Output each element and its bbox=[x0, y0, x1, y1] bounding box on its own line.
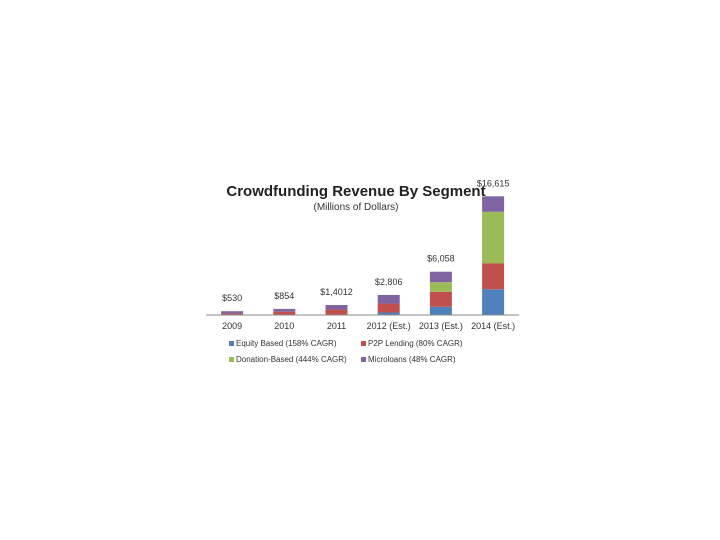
chart-subtitle: (Millions of Dollars) bbox=[313, 202, 398, 213]
legend-swatch bbox=[361, 341, 366, 346]
legend-label: P2P Lending (80% CAGR) bbox=[368, 339, 463, 348]
legend-label: Equity Based (158% CAGR) bbox=[236, 339, 337, 348]
bar-segment-5-3 bbox=[482, 196, 505, 212]
chart-title: Crowdfunding Revenue By Segment bbox=[226, 183, 485, 200]
bar-segment-4-1 bbox=[429, 291, 452, 307]
legend-swatch bbox=[229, 357, 234, 362]
bar-segment-5-2 bbox=[482, 211, 505, 264]
bar-segment-1-1 bbox=[273, 311, 296, 315]
bar-segment-5-1 bbox=[482, 263, 505, 290]
x-tick-label: 2012 (Est.) bbox=[367, 321, 411, 331]
bar-segment-2-3 bbox=[325, 305, 348, 310]
x-tick-label: 2011 bbox=[327, 321, 346, 331]
bar-segment-0-1 bbox=[221, 313, 244, 315]
total-label: $854 bbox=[274, 291, 294, 301]
total-labels: $530 $854 $1,4012 $2,806 $6,058 $16,615 bbox=[222, 178, 509, 303]
x-tick-label: 2010 bbox=[274, 321, 294, 331]
x-tick-label: 2013 (Est.) bbox=[419, 321, 463, 331]
total-label: $530 bbox=[222, 293, 242, 303]
bar-segment-0-3 bbox=[221, 311, 244, 314]
legend-label: Microloans (48% CAGR) bbox=[368, 355, 456, 364]
bar-segment-4-2 bbox=[429, 282, 452, 292]
total-label: $16,615 bbox=[477, 178, 510, 188]
x-tick-label: 2014 (Est.) bbox=[471, 321, 515, 331]
bars-group bbox=[221, 196, 505, 315]
bar-segment-4-0 bbox=[429, 306, 452, 315]
bar-segment-3-0 bbox=[377, 312, 400, 315]
bar-segment-3-1 bbox=[377, 303, 400, 313]
total-label: $2,806 bbox=[375, 277, 403, 287]
legend-swatch bbox=[361, 357, 366, 362]
bar-segment-3-3 bbox=[377, 294, 400, 304]
bar-segment-4-3 bbox=[429, 271, 452, 283]
bar-segment-2-1 bbox=[325, 309, 348, 315]
bar-segment-1-3 bbox=[273, 308, 296, 312]
legend-swatch bbox=[229, 341, 234, 346]
total-label: $1,4012 bbox=[320, 287, 353, 297]
bar-segment-5-0 bbox=[482, 289, 505, 315]
legend-label: Donation-Based (444% CAGR) bbox=[236, 355, 347, 364]
total-label: $6,058 bbox=[427, 254, 455, 264]
x-tick-label: 2009 bbox=[222, 321, 242, 331]
legend: Equity Based (158% CAGR) P2P Lending (80%… bbox=[229, 339, 463, 364]
x-tick-labels: 2009 2010 2011 2012 (Est.) 2013 (Est.) 2014 (… bbox=[222, 321, 515, 331]
